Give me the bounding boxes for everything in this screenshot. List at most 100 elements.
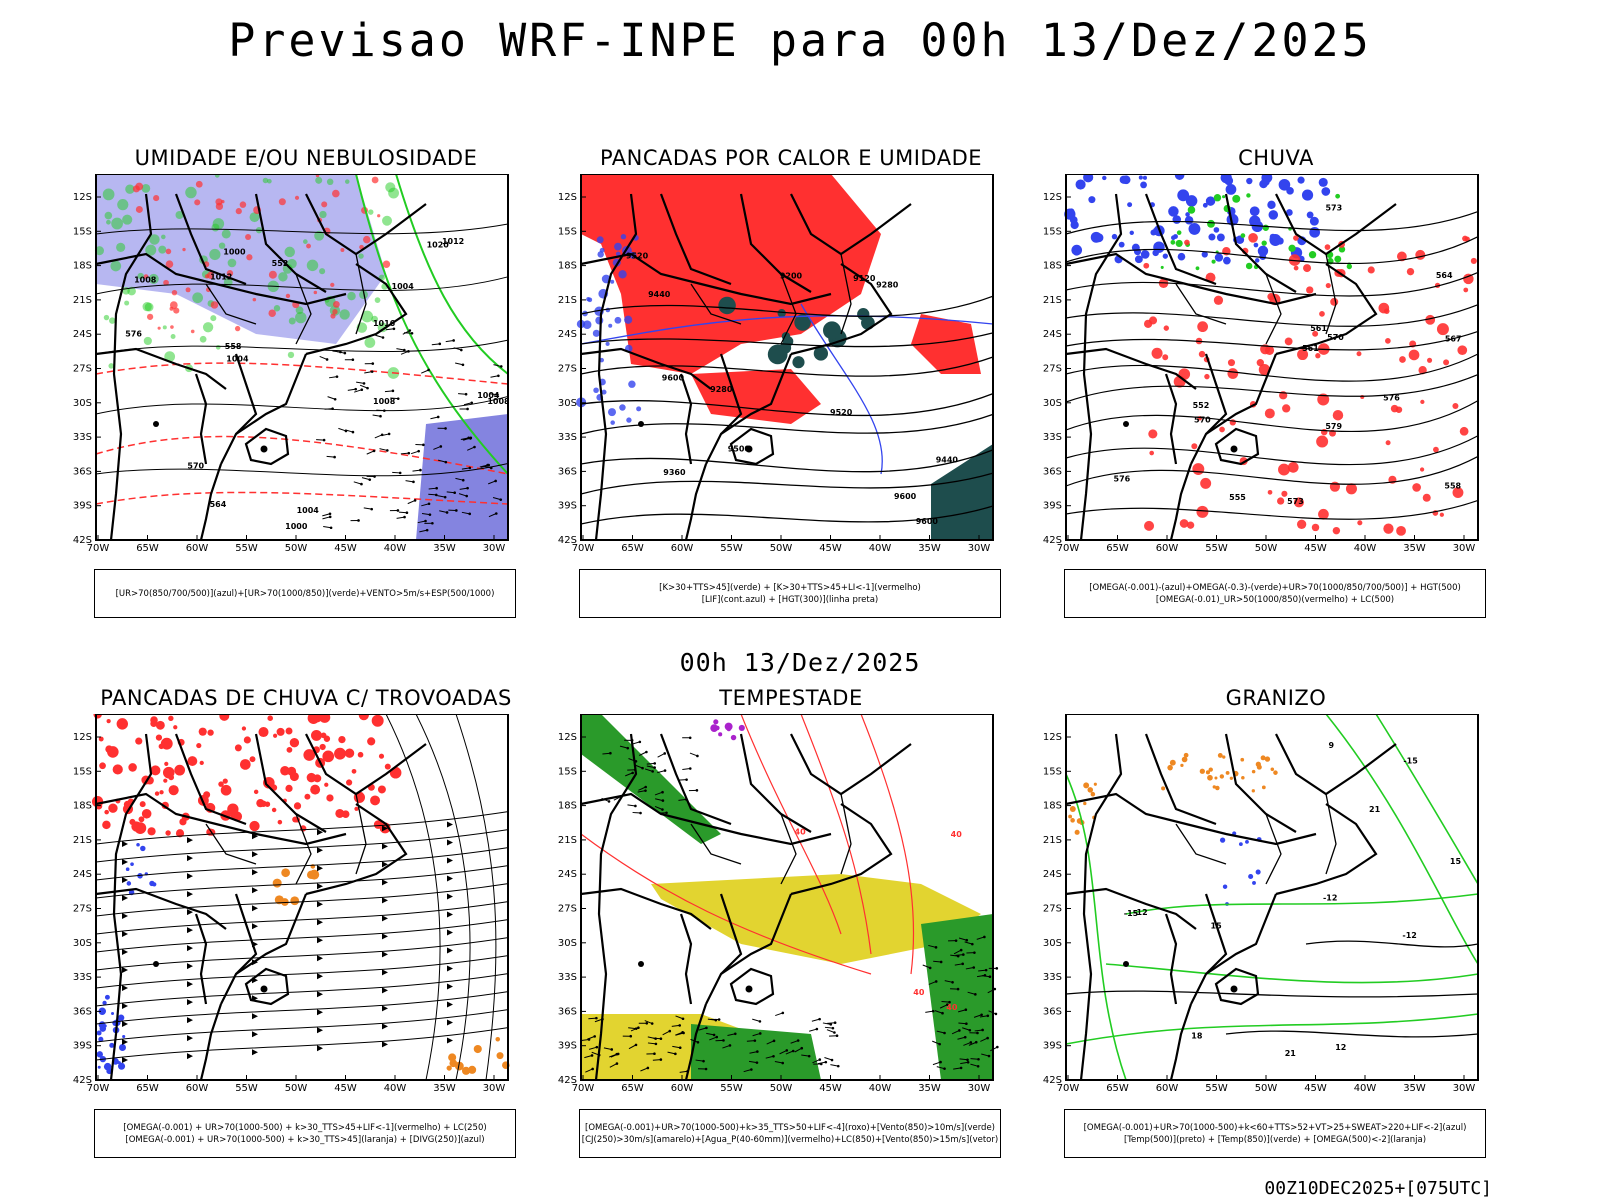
- wind-vector-head: [343, 351, 347, 355]
- wind-vector-head: [800, 1046, 804, 1050]
- lat-tick-label: 15S: [1043, 226, 1062, 237]
- rain-area: [1318, 508, 1329, 520]
- wind-vector: [363, 507, 372, 510]
- streamline-arrow: [382, 1041, 388, 1048]
- wind-vector: [412, 469, 421, 472]
- hail-area: [1219, 837, 1226, 843]
- lake-marker: [260, 445, 268, 453]
- lon-tick-label: 40W: [1354, 543, 1377, 554]
- wind-vector-head: [665, 811, 668, 815]
- lon-tick-label: 60W: [1156, 1083, 1179, 1094]
- rain-area: [1143, 262, 1150, 269]
- lon-tick-label: 65W: [136, 1083, 159, 1094]
- wind-vector: [461, 467, 470, 470]
- hail-area: [1245, 839, 1249, 844]
- low-level-humidity-contour: [374, 297, 381, 303]
- thunderstorm-area: [243, 736, 251, 744]
- wind-vector: [400, 452, 409, 455]
- wind-vector: [439, 510, 448, 513]
- rain-area: [1422, 493, 1431, 502]
- wind-vector-head: [756, 1050, 759, 1053]
- wind-vector-head: [781, 1061, 785, 1065]
- country-border: [739, 193, 812, 293]
- wind-vector: [458, 393, 467, 395]
- lake-marker: [1230, 985, 1238, 993]
- omega-light-area: [1129, 230, 1134, 235]
- streamline-arrow: [447, 839, 453, 846]
- thunderstorm-area: [293, 802, 302, 810]
- rain-area: [1443, 359, 1450, 366]
- wind-vector: [981, 1053, 990, 1057]
- lat-tick-label: 18S: [558, 801, 577, 812]
- streamline-arrow: [122, 895, 128, 901]
- thunderstorm-area: [253, 789, 259, 795]
- wind-vector: [794, 1047, 802, 1053]
- streamline-arrow: [187, 999, 193, 1006]
- lifted-index-contour: [610, 420, 615, 425]
- divergence-area: [130, 862, 134, 866]
- thickness-contour: [182, 247, 186, 252]
- lat-tick-label: 39S: [1043, 1041, 1062, 1052]
- wind-vector-head: [496, 393, 499, 397]
- wind-vector-head: [373, 475, 376, 478]
- wind-vector-head: [398, 471, 402, 475]
- legend-box: [OMEGA(-0.001)+UR>70(1000-500)+k<60+TTS>…: [1064, 1109, 1486, 1158]
- unstable-area: [691, 369, 821, 424]
- lon-tick-label: 55W: [235, 1083, 258, 1094]
- wind-vector: [638, 751, 647, 756]
- wind-vector: [361, 477, 370, 481]
- lat-tick-label: 18S: [558, 261, 577, 272]
- thunderstorm-area: [344, 748, 355, 758]
- wind-vector-head: [629, 1034, 633, 1038]
- omega-light-area: [1088, 196, 1096, 204]
- temperature-850-line: [1065, 773, 1127, 1081]
- thunderstorm-area: [241, 726, 247, 731]
- omega-light-area: [1301, 189, 1314, 201]
- wind-vector-head: [335, 375, 339, 378]
- wind-vector: [824, 1026, 833, 1029]
- wind-vector-head: [610, 1048, 614, 1051]
- streamline-arrow: [317, 1045, 323, 1052]
- country-border: [1224, 733, 1297, 833]
- country-border: [1214, 967, 1260, 1006]
- low-level-humidity-contour: [303, 239, 308, 244]
- streamline-arrow: [317, 847, 323, 854]
- wind-vector-head: [829, 1023, 833, 1026]
- shower-area: [468, 1065, 477, 1074]
- country-border: [234, 893, 258, 975]
- lon-tick-label: 35W: [433, 1083, 456, 1094]
- wind-vector-head: [464, 392, 468, 396]
- lon-tick-label: 40W: [384, 543, 407, 554]
- thickness-contour: [165, 260, 174, 268]
- omega-hail-area: [1093, 782, 1097, 786]
- divergence-area: [98, 1036, 104, 1042]
- omega-hail-area: [1229, 776, 1233, 780]
- lon-tick-label: 65W: [1106, 1083, 1129, 1094]
- state-border: [205, 283, 257, 325]
- wind-vector: [396, 348, 405, 351]
- omega-light-area: [1253, 242, 1259, 248]
- rain-area: [1330, 297, 1339, 306]
- wind-vector: [324, 408, 333, 410]
- wind-vector-head: [407, 451, 411, 455]
- contour-label: 15: [1450, 857, 1462, 866]
- thunderstorm-area: [358, 714, 369, 721]
- rain-area: [1412, 483, 1421, 492]
- wind-vector: [928, 944, 937, 948]
- country-border: [95, 792, 347, 846]
- wind-vector-head: [638, 740, 642, 744]
- country-border: [220, 353, 308, 465]
- wind-vector-head: [344, 429, 348, 433]
- lat-tick-label: 36S: [73, 1006, 92, 1017]
- temperature-850-line: [1065, 1013, 1479, 1045]
- lon-tick-label: 65W: [1106, 543, 1129, 554]
- rain-area: [1396, 525, 1406, 536]
- low-level-humidity-contour: [149, 234, 160, 245]
- low-level-humidity-contour: [382, 215, 393, 226]
- thickness-contour: [215, 202, 224, 211]
- wind-vector-head: [499, 365, 503, 368]
- country-border: [705, 893, 793, 1005]
- wind-vector: [981, 975, 990, 978]
- lat-tick-label: 36S: [558, 1006, 577, 1017]
- streamline-arrow: [317, 1009, 323, 1016]
